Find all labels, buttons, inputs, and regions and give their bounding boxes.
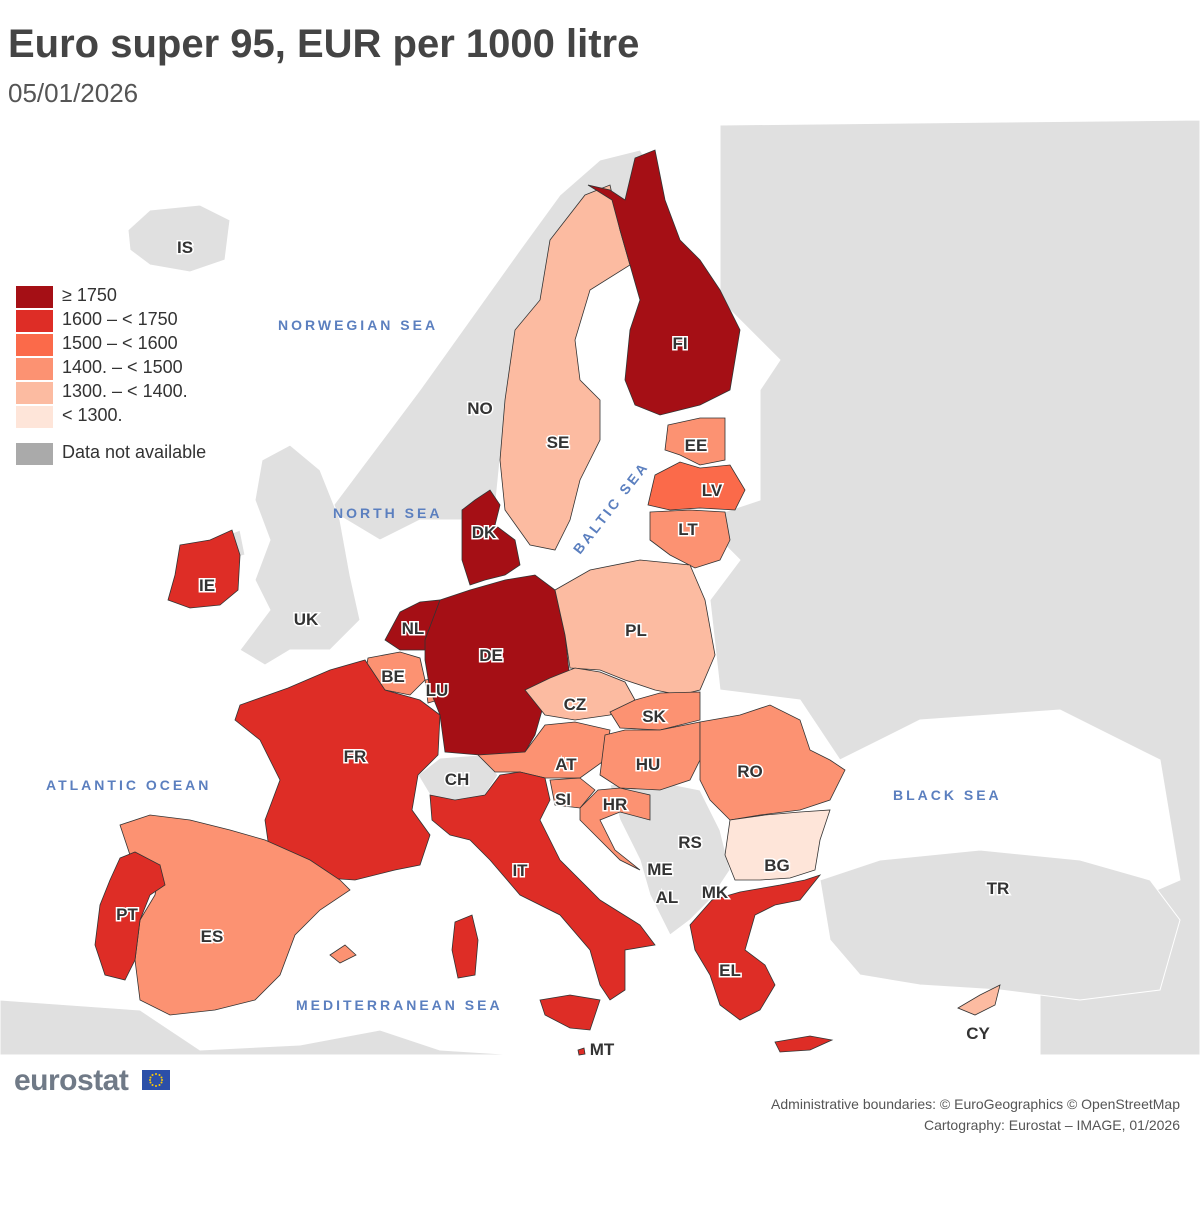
legend-label: 1300. – < 1400. [62,381,188,401]
label-al: AL [656,888,679,907]
label-sk: SK [642,707,666,726]
legend-swatch [16,334,53,356]
legend-label: Data not available [62,442,207,462]
label-dk: DK [472,523,497,542]
label-el: EL [719,961,741,980]
label-be: BE [381,667,405,686]
country-fr[interactable] [234,659,441,881]
label-rs: RS [678,833,702,852]
legend-label: ≥ 1750 [62,285,117,305]
label-mk: MK [702,883,729,902]
label-es: ES [201,927,224,946]
country-ro[interactable] [699,704,846,821]
sea-label-black: BLACK SEA [893,787,1002,803]
label-ro: RO [737,762,763,781]
label-se: SE [547,433,570,452]
label-cz: CZ [564,695,587,714]
legend-swatch [16,286,53,308]
sea-label-atlantic: ATLANTIC OCEAN [46,777,211,793]
label-ee: EE [685,436,708,455]
label-pt: PT [116,905,138,924]
europe-map: NORWEGIAN SEA NORTH SEA BALTIC SEA ATLAN… [0,119,1200,1058]
label-is: IS [177,238,193,257]
legend-swatch [16,310,53,332]
country-it-sardinia[interactable] [451,914,479,979]
eu-flag-icon [142,1070,170,1090]
legend-label: 1600 – < 1750 [62,309,178,329]
label-mt: MT [590,1040,615,1058]
sea-label-mediterranean: MEDITERRANEAN SEA [296,997,503,1013]
label-de: DE [479,646,503,665]
legend-swatch [16,406,53,428]
label-me: ME [647,860,673,879]
logo-text: eurostat [14,1064,129,1097]
country-hu[interactable] [599,721,701,791]
country-fi[interactable] [587,149,741,416]
country-mt[interactable] [577,1047,586,1056]
country-ee[interactable] [664,417,726,466]
country-es[interactable] [119,814,351,1016]
label-ch: CH [445,770,470,789]
country-it-sicily[interactable] [539,994,601,1031]
label-uk: UK [294,610,319,629]
label-cy: CY [966,1024,990,1043]
label-lv: LV [702,481,723,500]
sea-label-norwegian: NORWEGIAN SEA [278,317,438,333]
legend-label: 1500 – < 1600 [62,333,178,353]
countries-layer [94,149,1001,1056]
country-lv[interactable] [647,461,746,511]
label-lt: LT [678,520,698,539]
label-hu: HU [636,755,661,774]
sea-label-north: NORTH SEA [333,505,442,521]
label-at: AT [555,755,577,774]
legend-swatch [16,358,53,380]
label-pl: PL [625,621,647,640]
country-de[interactable] [424,574,571,756]
country-cz[interactable] [524,667,636,721]
legend-label: 1400. – < 1500 [62,357,183,377]
label-si: SI [555,790,571,809]
label-nl: NL [402,619,425,638]
legend-swatch [16,382,53,404]
background-land [0,119,1200,1056]
country-dk[interactable] [461,489,521,586]
country-el[interactable] [689,874,822,1021]
country-bg[interactable] [724,809,831,881]
country-it[interactable] [429,771,656,1001]
map-date: 05/01/2026 [8,78,139,108]
country-lt[interactable] [649,509,731,569]
legend-swatch [16,443,53,465]
label-ie: IE [199,576,215,595]
legend-label: < 1300. [62,405,123,425]
credit-cartography: Cartography: Eurostat – IMAGE, 01/2026 [923,1117,1180,1133]
country-hr[interactable] [579,787,651,871]
label-lu: LU [426,681,449,700]
label-hr: HR [603,795,628,814]
label-fi: FI [672,334,687,353]
label-it: IT [512,861,528,880]
label-no: NO [467,399,493,418]
country-pt[interactable] [94,851,166,981]
label-bg: BG [764,856,790,875]
label-fr: FR [344,747,367,766]
credit-boundaries: Administrative boundaries: © EuroGeograp… [771,1096,1180,1112]
country-ie[interactable] [167,529,241,609]
country-cy[interactable] [957,984,1001,1016]
country-si[interactable] [549,777,596,809]
country-se[interactable] [499,184,631,551]
label-tr: TR [987,879,1010,898]
country-el-crete[interactable] [774,1035,834,1053]
country-sk[interactable] [609,691,701,731]
country-es-balearic[interactable] [329,944,357,964]
map-title: Euro super 95, EUR per 1000 litre [8,22,640,66]
